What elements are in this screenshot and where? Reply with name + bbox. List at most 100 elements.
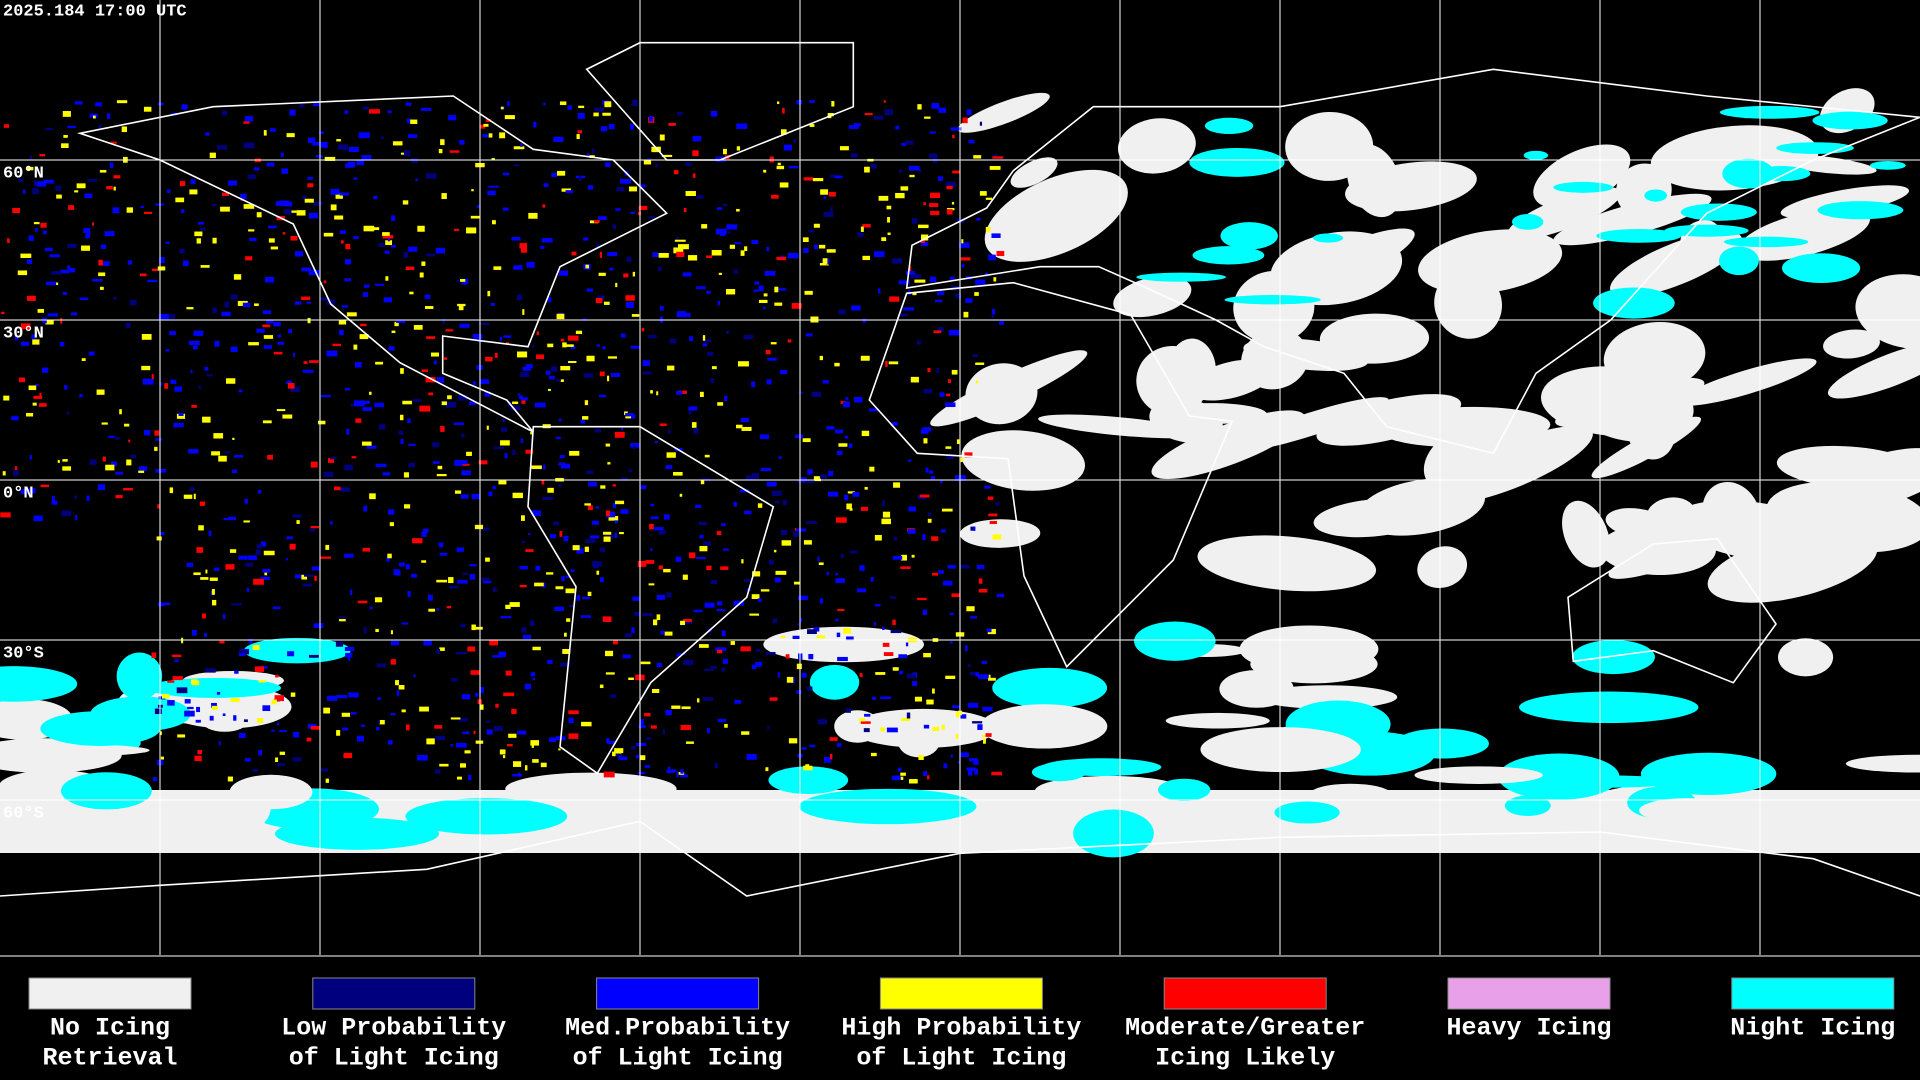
icing-speckle bbox=[881, 237, 887, 242]
icing-speckle bbox=[559, 101, 567, 105]
icing-speckle bbox=[450, 743, 453, 747]
icing-speckle bbox=[929, 153, 938, 159]
icing-speckle bbox=[689, 552, 696, 559]
icing-speckle bbox=[512, 449, 516, 456]
icing-speckle bbox=[985, 733, 992, 737]
icing-speckle bbox=[435, 735, 446, 741]
icing-speckle bbox=[923, 771, 928, 776]
icing-speckle bbox=[473, 730, 476, 735]
icing-speckle bbox=[403, 472, 409, 478]
icing-speckle bbox=[212, 307, 217, 314]
icing-speckle bbox=[398, 684, 405, 690]
icing-speckle bbox=[585, 539, 596, 543]
icing-speckle bbox=[462, 731, 470, 735]
icing-speckle bbox=[622, 654, 631, 659]
icing-speckle bbox=[412, 399, 422, 402]
icing-speckle bbox=[405, 564, 410, 570]
icing-speckle bbox=[955, 712, 960, 718]
icing-speckle bbox=[859, 565, 865, 571]
icing-speckle bbox=[596, 344, 600, 347]
cloud-mass bbox=[1677, 358, 1817, 406]
icing-speckle bbox=[512, 492, 523, 499]
icing-speckle bbox=[264, 572, 268, 576]
icing-speckle bbox=[169, 313, 176, 319]
icing-speckle bbox=[925, 467, 929, 473]
icing-speckle bbox=[558, 484, 562, 488]
icing-speckle bbox=[972, 354, 979, 357]
icing-speckle bbox=[681, 706, 691, 710]
icing-speckle bbox=[922, 427, 932, 432]
icing-speckle bbox=[835, 572, 838, 576]
icing-speckle bbox=[102, 456, 106, 462]
icing-speckle bbox=[263, 130, 267, 136]
icing-speckle bbox=[875, 672, 886, 675]
icing-speckle bbox=[252, 768, 258, 772]
icing-speckle bbox=[754, 281, 760, 285]
icing-speckle bbox=[710, 110, 718, 117]
icing-speckle bbox=[309, 528, 316, 532]
icing-speckle bbox=[255, 549, 261, 556]
night-cloud bbox=[1523, 150, 1549, 160]
icing-speckle bbox=[413, 325, 423, 330]
icing-speckle bbox=[32, 188, 40, 195]
legend-label: No Icing bbox=[50, 1014, 170, 1043]
icing-speckle bbox=[245, 256, 253, 261]
icing-speckle bbox=[548, 388, 551, 391]
icing-speckle bbox=[837, 656, 848, 662]
icing-speckle bbox=[940, 480, 943, 484]
icing-speckle bbox=[242, 193, 247, 200]
icing-speckle bbox=[923, 438, 928, 444]
icing-speckle bbox=[810, 316, 819, 323]
icing-speckle bbox=[960, 257, 971, 261]
icing-speckle bbox=[511, 236, 521, 241]
icing-speckle bbox=[594, 429, 602, 433]
icing-speckle bbox=[943, 763, 948, 769]
icing-speckle bbox=[407, 134, 418, 138]
icing-speckle bbox=[786, 676, 794, 683]
icing-speckle bbox=[412, 538, 423, 544]
icing-speckle bbox=[238, 649, 249, 655]
icing-speckle bbox=[460, 623, 466, 628]
night-cloud bbox=[809, 664, 860, 700]
icing-speckle bbox=[917, 340, 921, 345]
icing-speckle bbox=[951, 369, 958, 375]
icing-speckle bbox=[186, 307, 194, 310]
icing-speckle bbox=[826, 426, 835, 430]
icing-speckle bbox=[473, 381, 477, 385]
icing-speckle bbox=[848, 443, 853, 448]
cloud-mass bbox=[1553, 193, 1712, 246]
icing-speckle bbox=[797, 595, 808, 600]
icing-speckle bbox=[359, 334, 369, 340]
icing-speckle bbox=[603, 531, 612, 535]
icing-speckle bbox=[346, 428, 350, 435]
icing-speckle bbox=[363, 627, 367, 634]
icing-speckle bbox=[84, 193, 93, 198]
icing-speckle bbox=[984, 485, 991, 489]
icing-speckle bbox=[558, 748, 561, 751]
icing-speckle bbox=[350, 589, 353, 596]
icing-speckle bbox=[950, 127, 962, 131]
icing-speckle bbox=[905, 642, 909, 647]
night-cloud bbox=[1073, 809, 1154, 858]
icing-speckle bbox=[641, 327, 645, 332]
icing-speckle bbox=[315, 155, 323, 158]
night-cloud bbox=[1200, 727, 1361, 773]
icing-speckle bbox=[374, 402, 385, 408]
icing-speckle bbox=[545, 370, 551, 375]
icing-speckle bbox=[920, 241, 929, 247]
legend-label: of Light Icing bbox=[573, 1044, 783, 1073]
icing-speckle bbox=[271, 699, 277, 705]
icing-speckle bbox=[513, 146, 525, 150]
icing-speckle bbox=[888, 361, 899, 365]
icing-speckle bbox=[447, 395, 452, 400]
icing-speckle bbox=[461, 694, 471, 700]
icing-speckle bbox=[485, 119, 491, 123]
icing-speckle bbox=[702, 697, 714, 701]
icing-speckle bbox=[455, 651, 467, 655]
icing-speckle bbox=[885, 361, 888, 367]
icing-speckle bbox=[605, 162, 611, 168]
icing-speckle bbox=[740, 646, 751, 652]
icing-speckle bbox=[817, 556, 820, 562]
icing-speckle bbox=[758, 285, 764, 292]
